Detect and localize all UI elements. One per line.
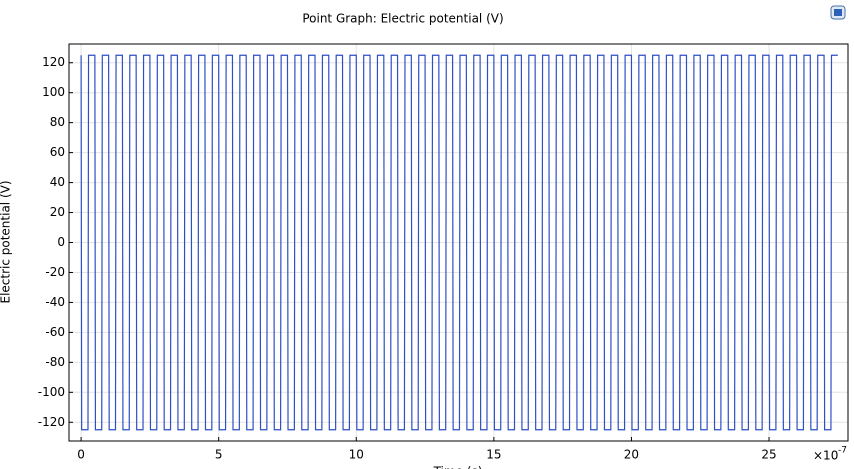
y-tick-label: 40	[50, 175, 65, 189]
y-tick-label: -20	[45, 265, 65, 279]
y-tick-label: -80	[45, 355, 65, 369]
x-tick-label: 10	[349, 448, 364, 462]
y-tick-label: 120	[42, 55, 65, 69]
y-tick-label: 20	[50, 205, 65, 219]
toolbar-icon[interactable]	[830, 5, 846, 20]
icon-fill[interactable]	[834, 9, 842, 16]
plot-border	[68, 43, 849, 442]
chart-title: Point Graph: Electric potential (V)	[302, 12, 503, 26]
y-tick-label: -60	[45, 325, 65, 339]
y-tick-label: -100	[38, 385, 65, 399]
y-tick-label: -40	[45, 295, 65, 309]
x-multiplier-exponent: -7	[838, 446, 847, 456]
y-tick-label: 0	[57, 235, 65, 249]
x-tick-label: 15	[486, 448, 501, 462]
y-tick-label: 100	[42, 85, 65, 99]
x-tick-label: 0	[77, 448, 85, 462]
x-tick-label: 20	[624, 448, 639, 462]
x-tick-label: 25	[761, 448, 776, 462]
y-axis-label: Electric potential (V)	[0, 180, 13, 303]
y-tick-label: 80	[50, 115, 65, 129]
y-tick-label: 60	[50, 145, 65, 159]
x-tick-label: 5	[215, 448, 223, 462]
y-tick-label: -120	[38, 415, 65, 429]
x-axis-label: Time (s)	[433, 465, 483, 469]
series-line	[80, 54, 838, 431]
x-multiplier-base: ×10	[813, 449, 838, 463]
